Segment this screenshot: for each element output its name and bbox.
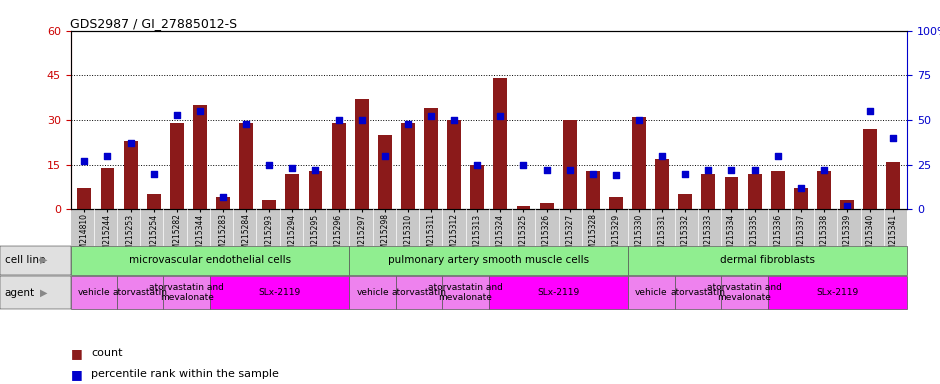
Bar bbox=[747, 174, 761, 209]
Bar bbox=[216, 197, 230, 209]
Point bbox=[747, 167, 762, 173]
Point bbox=[147, 170, 162, 177]
Bar bbox=[517, 206, 530, 209]
Bar bbox=[725, 177, 739, 209]
Bar bbox=[863, 129, 877, 209]
Text: atorvastatin: atorvastatin bbox=[670, 288, 726, 297]
Bar bbox=[655, 159, 669, 209]
Text: atorvastatin: atorvastatin bbox=[392, 288, 446, 297]
Bar bbox=[771, 170, 785, 209]
Point bbox=[470, 162, 485, 168]
Point bbox=[424, 113, 439, 119]
Point bbox=[539, 167, 554, 173]
Bar bbox=[817, 170, 831, 209]
Point bbox=[701, 167, 716, 173]
Text: atorvastatin and
mevalonate: atorvastatin and mevalonate bbox=[707, 283, 782, 303]
Bar bbox=[170, 123, 183, 209]
Text: ▶: ▶ bbox=[39, 288, 47, 298]
Bar bbox=[378, 135, 392, 209]
Bar bbox=[794, 189, 807, 209]
Text: SLx-2119: SLx-2119 bbox=[538, 288, 580, 297]
Bar bbox=[494, 78, 508, 209]
Text: pulmonary artery smooth muscle cells: pulmonary artery smooth muscle cells bbox=[388, 255, 589, 265]
Point bbox=[215, 194, 230, 200]
Point bbox=[331, 117, 346, 123]
Bar bbox=[332, 123, 346, 209]
Bar bbox=[124, 141, 137, 209]
Bar bbox=[77, 189, 91, 209]
Point bbox=[770, 153, 785, 159]
Bar bbox=[286, 174, 299, 209]
Point bbox=[493, 113, 508, 119]
Point bbox=[261, 162, 276, 168]
Point bbox=[377, 153, 392, 159]
Point bbox=[193, 108, 208, 114]
Bar bbox=[470, 165, 484, 209]
Point bbox=[239, 121, 254, 127]
Bar bbox=[886, 162, 901, 209]
Point bbox=[123, 140, 138, 146]
Point bbox=[354, 117, 369, 123]
Text: count: count bbox=[91, 348, 123, 358]
Point bbox=[885, 135, 901, 141]
Text: GDS2987 / GI_27885012-S: GDS2987 / GI_27885012-S bbox=[70, 17, 238, 30]
Text: agent: agent bbox=[5, 288, 35, 298]
Bar bbox=[540, 204, 554, 209]
Point bbox=[562, 167, 577, 173]
Point bbox=[654, 153, 669, 159]
Text: vehicle: vehicle bbox=[77, 288, 110, 297]
Bar bbox=[354, 99, 368, 209]
Text: vehicle: vehicle bbox=[356, 288, 389, 297]
Text: cell line: cell line bbox=[5, 255, 45, 265]
Bar bbox=[609, 197, 623, 209]
Text: atorvastatin and
mevalonate: atorvastatin and mevalonate bbox=[428, 283, 503, 303]
Bar bbox=[563, 120, 576, 209]
Point bbox=[285, 165, 300, 171]
Point bbox=[724, 167, 739, 173]
Text: atorvastatin: atorvastatin bbox=[113, 288, 167, 297]
Text: atorvastatin and
mevalonate: atorvastatin and mevalonate bbox=[149, 283, 224, 303]
Text: ■: ■ bbox=[70, 368, 83, 381]
Point bbox=[100, 153, 115, 159]
Bar bbox=[424, 108, 438, 209]
Text: dermal fibroblasts: dermal fibroblasts bbox=[720, 255, 815, 265]
Text: microvascular endothelial cells: microvascular endothelial cells bbox=[129, 255, 291, 265]
Bar bbox=[632, 117, 646, 209]
Bar bbox=[840, 200, 854, 209]
Bar bbox=[401, 123, 415, 209]
Bar bbox=[262, 200, 276, 209]
Point bbox=[678, 170, 693, 177]
Bar bbox=[701, 174, 715, 209]
Bar bbox=[447, 120, 461, 209]
Point bbox=[169, 112, 184, 118]
Text: vehicle: vehicle bbox=[635, 288, 667, 297]
Point bbox=[863, 108, 878, 114]
Bar bbox=[101, 168, 115, 209]
Point bbox=[839, 203, 854, 209]
Point bbox=[516, 162, 531, 168]
Text: SLx-2119: SLx-2119 bbox=[258, 288, 301, 297]
Point bbox=[632, 117, 647, 123]
Bar bbox=[239, 123, 253, 209]
Bar bbox=[308, 170, 322, 209]
Text: SLx-2119: SLx-2119 bbox=[816, 288, 858, 297]
Point bbox=[608, 172, 623, 179]
Text: ▶: ▶ bbox=[39, 255, 47, 265]
Point bbox=[816, 167, 831, 173]
Point bbox=[793, 185, 808, 191]
Bar bbox=[586, 170, 600, 209]
Point bbox=[400, 121, 415, 127]
Point bbox=[308, 167, 323, 173]
Bar bbox=[679, 194, 692, 209]
Text: percentile rank within the sample: percentile rank within the sample bbox=[91, 369, 279, 379]
Point bbox=[446, 117, 462, 123]
Point bbox=[77, 158, 92, 164]
Bar bbox=[147, 194, 161, 209]
Bar bbox=[193, 105, 207, 209]
Text: ■: ■ bbox=[70, 347, 83, 360]
Point bbox=[586, 170, 601, 177]
